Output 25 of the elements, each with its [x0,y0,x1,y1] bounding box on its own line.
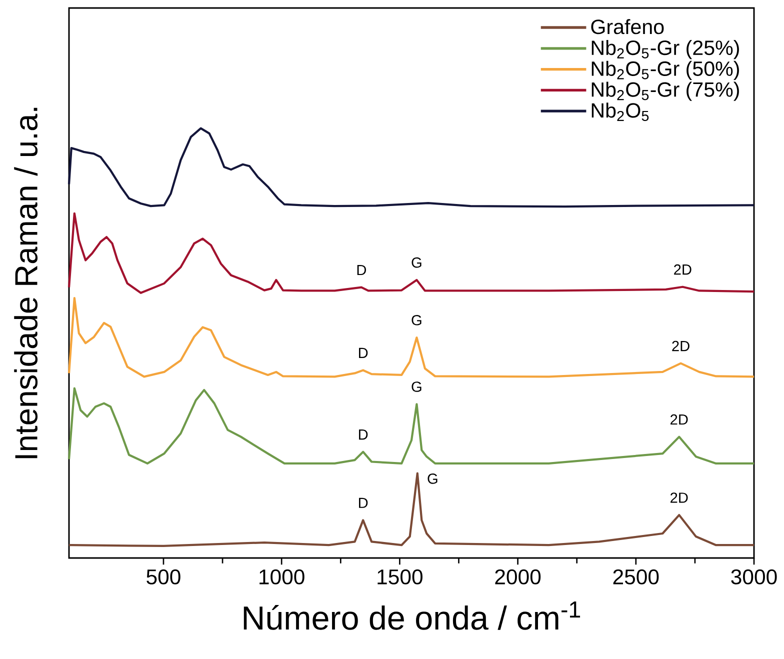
annotation: 2D [672,340,690,352]
x-tick-label: 1000 [260,569,304,584]
legend-label: Nb$_{2}$O$_{5}$ [592,102,649,122]
annotation: 2D [670,492,688,503]
annotation: D [359,430,368,440]
x-tick-label: 2000 [495,569,541,584]
annotation: 2D [674,264,692,275]
annotation: 2D [670,414,688,425]
annotation: G [412,257,422,268]
x-tick-label: 1500 [378,569,422,584]
annotation: D [357,264,366,276]
y-axis-title: Intensidade Raman / u.a. [14,108,38,458]
legend-label: Grafeno [591,19,664,34]
annotation: D [359,348,368,358]
legend-label: Nb$_{2}$O$_{5}$-Gr (50%) [592,60,739,80]
x-tick-label: 2500 [613,569,659,584]
x-axis-title: Número de onda / cm$^{-1}$ [244,602,580,630]
legend-label: Nb$_{2}$O$_{5}$-Gr (25%) [592,40,739,60]
legend-label: Nb$_{2}$O$_{5}$-Gr (75%) [592,82,739,101]
x-tick-label: 3000 [731,569,777,584]
annotation: D [359,498,368,508]
annotation: G [412,382,422,392]
annotation: G [412,314,422,326]
annotation: G [428,474,438,484]
x-tick-label: 500 [146,569,180,584]
